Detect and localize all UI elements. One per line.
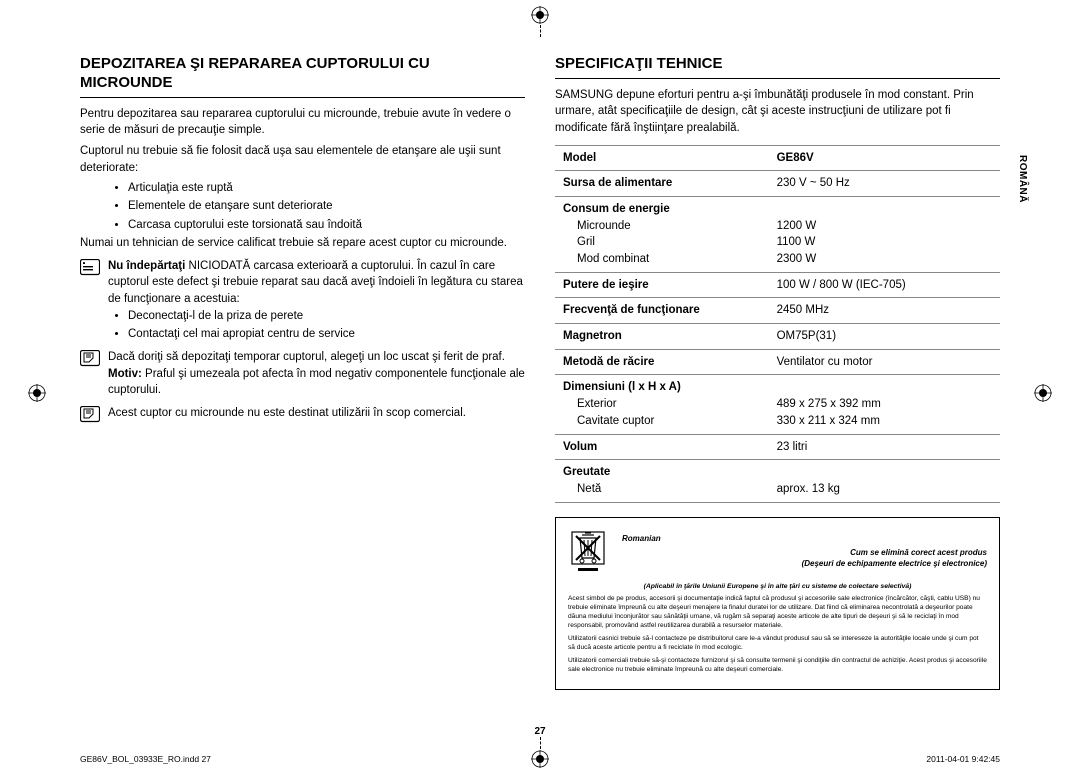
spec-value: 1200 W 1100 W 2300 W [769,197,1000,273]
damage-list: Articulaţia este ruptă Elementele de eta… [128,180,525,234]
disposal-para: Utilizatorii casnici trebuie să-l contac… [568,635,987,653]
table-row: Greutate Netă aprox. 13 kg [555,460,1000,502]
left-heading: DEPOZITAREA ŞI REPARAREA CUPTORULUI CU M… [80,55,525,98]
spec-value: Ventilator cu motor [769,349,1000,375]
list-item: Carcasa cuptorului este torsionată sau î… [128,217,525,234]
right-heading: SPECIFICAŢII TEHNICE [555,55,1000,79]
list-item: Elementele de etanşare sunt deteriorate [128,198,525,215]
table-header-row: Model GE86V [555,145,1000,171]
service-note: Numai un tehnician de service calificat … [80,235,525,252]
table-row: Metodă de răcire Ventilator cu motor [555,349,1000,375]
spec-intro: SAMSUNG depune eforturi pentru a-şi îmbu… [555,87,1000,137]
spec-label: Magnetron [563,330,622,342]
note-text: Nu îndepărtaţi NICIODATĂ carcasa exterio… [108,258,525,308]
spec-label: Sursa de alimentare [563,177,672,189]
header-value: GE86V [769,145,1000,171]
spec-label: Consum de energie [563,203,670,215]
spec-value: 230 V ~ 50 Hz [769,171,1000,197]
spec-value: 2450 MHz [769,298,1000,324]
table-row: Dimensiuni (l x H x A) Exterior Cavitate… [555,375,1000,434]
intro-text: Cuptorul nu trebuie să fie folosit dacă … [80,143,525,176]
spec-sublabel: Gril [563,234,761,251]
spec-value: 23 litri [769,434,1000,460]
note-bold: Nu îndepărtaţi [108,260,185,272]
registration-mark-icon [531,750,549,768]
list-item: Articulaţia este ruptă [128,180,525,197]
right-column: SPECIFICAŢII TEHNICE SAMSUNG depune efor… [555,55,1000,690]
note-block: Dacă doriţi să depozitaţi temporar cupto… [80,349,525,399]
motiv-label: Motiv: [108,368,142,380]
spec-label: Frecvenţă de funcţionare [563,304,700,316]
spec-sublabel: Microunde [563,218,761,235]
registration-mark-icon [28,384,46,402]
spec-label: Greutate [563,466,610,478]
table-row: Magnetron OM75P(31) [555,324,1000,350]
note-icon [80,259,102,277]
spec-value: 489 x 275 x 392 mm 330 x 211 x 324 mm [769,375,1000,434]
footer-timestamp: 2011-04-01 9:42:45 [926,754,1000,764]
spec-sublabel: Cavitate cuptor [563,413,761,430]
spec-label: Putere de ieşire [563,279,649,291]
spec-value: aprox. 13 kg [769,460,1000,502]
list-item: Contactaţi cel mai apropiat centru de se… [128,326,525,343]
table-row: Consum de energie Microunde Gril Mod com… [555,197,1000,273]
spec-sublabel: Netă [563,481,761,498]
table-row: Volum 23 litri [555,434,1000,460]
spec-sublabel: Mod combinat [563,251,761,268]
crop-dash [540,737,541,749]
note-icon [80,406,102,424]
note2-text: Dacă doriţi să depozitaţi temporar cupto… [108,351,505,363]
registration-mark-icon [1034,384,1052,402]
disposal-title: Cum se elimină corect acest produs (Deşe… [622,548,987,570]
list-item: Deconectaţi-l de la priza de perete [128,308,525,325]
disposal-notice: Romanian Cum se elimină corect acest pro… [555,517,1000,690]
registration-mark-icon [531,6,549,24]
footer-filename: GE86V_BOL_03933E_RO.indd 27 [80,754,211,764]
spec-table: Model GE86V Sursa de alimentare 230 V ~ … [555,145,1000,503]
disposal-para: Acest simbol de pe produs, accesorii şi … [568,595,987,631]
disposal-subtitle: (Aplicabil în ţările Uniunii Europene şi… [568,582,987,591]
motiv-text: Praful şi umezeala pot afecta în mod neg… [108,368,525,397]
table-row: Putere de ieşire 100 W / 800 W (IEC-705) [555,272,1000,298]
spec-label: Metodă de răcire [563,356,654,368]
table-row: Frecvenţă de funcţionare 2450 MHz [555,298,1000,324]
disposal-language: Romanian [622,534,987,545]
header-model: Model [555,145,769,171]
disposal-para: Utilizatorii comerciali trebuie să-şi co… [568,657,987,675]
spec-sublabel: Exterior [563,396,761,413]
page-number: 27 [0,726,1080,737]
note-block: Nu îndepărtaţi NICIODATĂ carcasa exterio… [80,258,525,308]
crop-dash [540,25,541,37]
action-list: Deconectaţi-l de la priza de perete Cont… [128,308,525,344]
disposal-header: Romanian Cum se elimină corect acest pro… [568,528,987,577]
table-row: Sursa de alimentare 230 V ~ 50 Hz [555,171,1000,197]
weee-icon [568,528,612,577]
spec-value: 100 W / 800 W (IEC-705) [769,272,1000,298]
intro-text: Pentru depozitarea sau repararea cuptoru… [80,106,525,139]
spec-value: OM75P(31) [769,324,1000,350]
left-column: DEPOZITAREA ŞI REPARAREA CUPTORULUI CU M… [80,55,525,690]
language-tab: ROMÂNĂ [1017,155,1028,203]
note-text: Acest cuptor cu microunde nu este destin… [108,405,525,422]
spec-label: Dimensiuni (l x H x A) [563,381,681,393]
spec-label: Volum [563,441,597,453]
note-text: Dacă doriţi să depozitaţi temporar cupto… [108,349,525,399]
note-icon [80,350,102,368]
note-block: Acest cuptor cu microunde nu este destin… [80,405,525,424]
document-page: ROMÂNĂ DEPOZITAREA ŞI REPARAREA CUPTORUL… [0,0,1080,782]
content-columns: DEPOZITAREA ŞI REPARAREA CUPTORULUI CU M… [80,55,1000,690]
